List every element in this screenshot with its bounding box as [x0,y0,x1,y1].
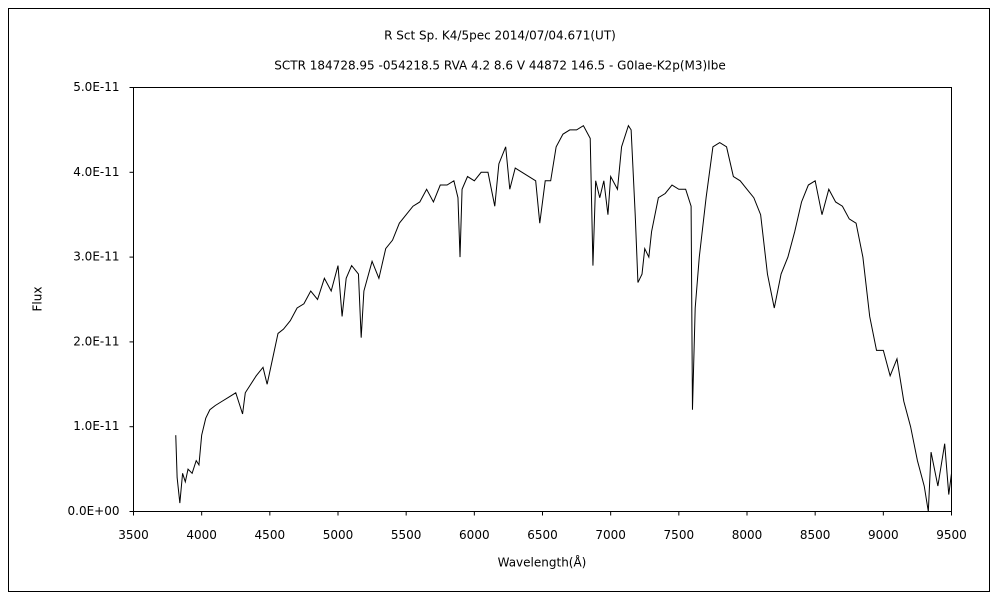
x-tick-label: 9000 [868,528,899,542]
x-axis-label: Wavelength(Å) [498,555,587,570]
y-tick-label: 4.0E-11 [73,165,119,179]
x-tick-label: 7000 [595,528,626,542]
x-tick-label: 8500 [800,528,831,542]
y-tick-label: 0.0E+00 [68,504,120,518]
x-tick-label: 5000 [323,528,354,542]
x-tick-label: 5500 [391,528,422,542]
y-tick-label: 2.0E-11 [73,334,119,348]
x-tick-label: 4000 [186,528,217,542]
y-tick-label: 3.0E-11 [73,250,119,264]
y-tick-label: 5.0E-11 [73,80,119,94]
chart-subtitle: SCTR 184728.95 -054218.5 RVA 4.2 8.6 V 4… [274,59,725,73]
x-tick-label: 7500 [664,528,695,542]
spectrum-line [175,124,952,512]
x-tick-label: 4500 [255,528,286,542]
x-tick-label: 8000 [732,528,763,542]
x-tick-label: 6000 [459,528,490,542]
y-tick-label: 1.0E-11 [73,419,119,433]
plot-frame [133,87,952,512]
outer-frame [8,8,990,592]
x-tick-label: 3500 [118,528,149,542]
x-tick-label: 6500 [527,528,558,542]
y-axis-label: Flux [31,287,45,312]
x-tick-label: 9500 [936,528,967,542]
chart-title: R Sct Sp. K4/5pec 2014/07/04.671(UT) [384,29,616,43]
